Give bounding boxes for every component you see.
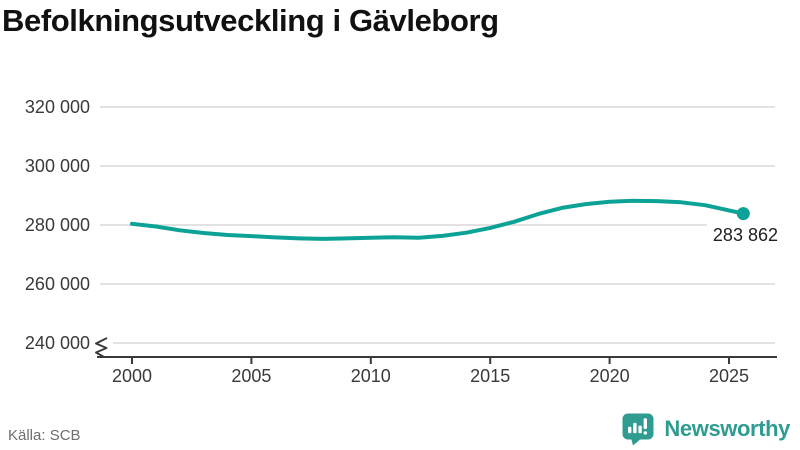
source-note: Källa: SCB [8,427,81,444]
newsworthy-icon [622,413,654,446]
population-line-chart: 240 000 260 000 280 000 300 000 320 000 2000 2… [24,97,781,386]
population-line [130,198,746,241]
axis-break-icon [95,337,108,358]
end-label-backdrop [707,223,781,246]
y-tick-label: 320 000 [25,97,90,117]
newsworthy-wordmark: Newsworthy [664,416,790,441]
y-tick-label: 240 000 [25,333,90,353]
y-tick-label: 280 000 [25,215,90,235]
end-point-label: 283 862 [713,225,778,245]
x-tick-label: 2015 [470,366,510,386]
x-tick-label: 2000 [112,366,152,386]
y-tick-label: 300 000 [25,156,90,176]
y-tick-label: 260 000 [25,274,90,294]
x-tick-label: 2005 [231,366,271,386]
end-point-dot [736,207,750,221]
chart-title: Befolkningsutveckling i Gävleborg [2,3,499,38]
x-tick-label: 2020 [590,366,630,386]
x-tick-label: 2010 [351,366,391,386]
x-tick-label: 2025 [709,366,749,386]
newsworthy-logo[interactable]: Newsworthy [621,412,790,446]
